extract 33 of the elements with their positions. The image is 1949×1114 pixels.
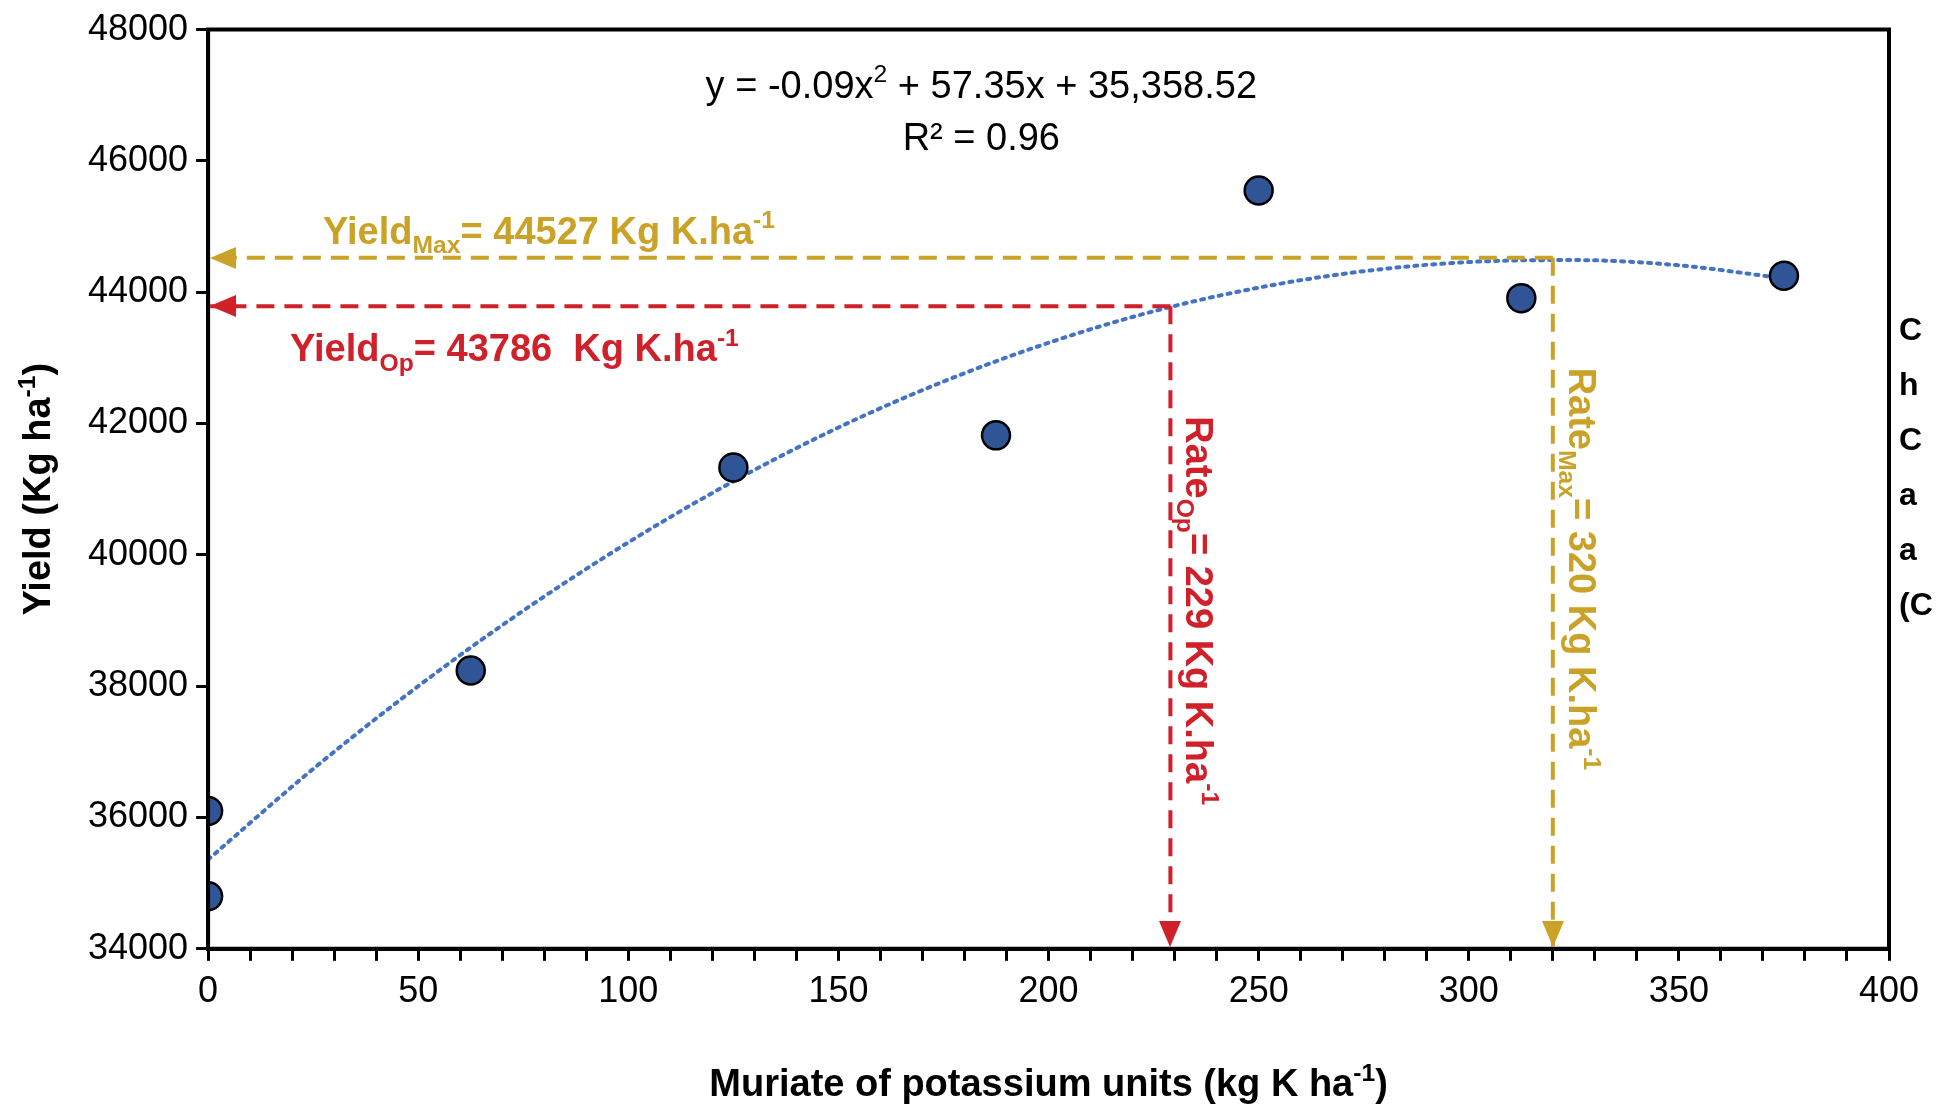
text: a: [1899, 531, 1917, 567]
y-tick-label: 48000: [88, 6, 189, 48]
x-tick-label: 350: [1648, 969, 1709, 1011]
y-tick-label: 42000: [88, 400, 189, 442]
ref-line-label: RateOp= 229 Kg K.ha-1: [1171, 416, 1224, 806]
y-tick-label: 40000: [88, 531, 189, 573]
x-tick-label: 100: [598, 969, 659, 1011]
point: [1768, 260, 1800, 292]
point: [455, 655, 486, 686]
x-tick-label: 150: [808, 969, 869, 1011]
text: h: [1899, 366, 1919, 402]
x-tick-label: 300: [1438, 969, 1499, 1011]
point: [1243, 175, 1274, 206]
x-tick-label: 0: [198, 969, 219, 1011]
x-tick-label: 50: [398, 969, 439, 1011]
annotation: R² = 0.96: [902, 115, 1061, 158]
y-tick-label: 44000: [88, 269, 189, 311]
ref-line-label: RateMax= 320 Kg K.ha-1: [1554, 367, 1607, 771]
point: [980, 420, 1012, 451]
text: a: [1899, 476, 1917, 512]
text: C: [1899, 421, 1923, 457]
y-tick-label: 34000: [88, 925, 189, 967]
text: C: [1899, 311, 1923, 347]
x-tick-label: 200: [1018, 969, 1079, 1011]
y-tick-label: 36000: [88, 794, 189, 836]
point: [718, 452, 749, 483]
y-tick-label: 38000: [88, 663, 189, 705]
x-tick-label: 250: [1228, 969, 1289, 1011]
point: [1506, 282, 1537, 314]
text: (C: [1899, 586, 1933, 622]
x-tick-label: 400: [1858, 969, 1920, 1011]
y-axis-title: Yield (Kg ha-1): [12, 362, 58, 616]
y-tick-label: 46000: [88, 137, 189, 179]
